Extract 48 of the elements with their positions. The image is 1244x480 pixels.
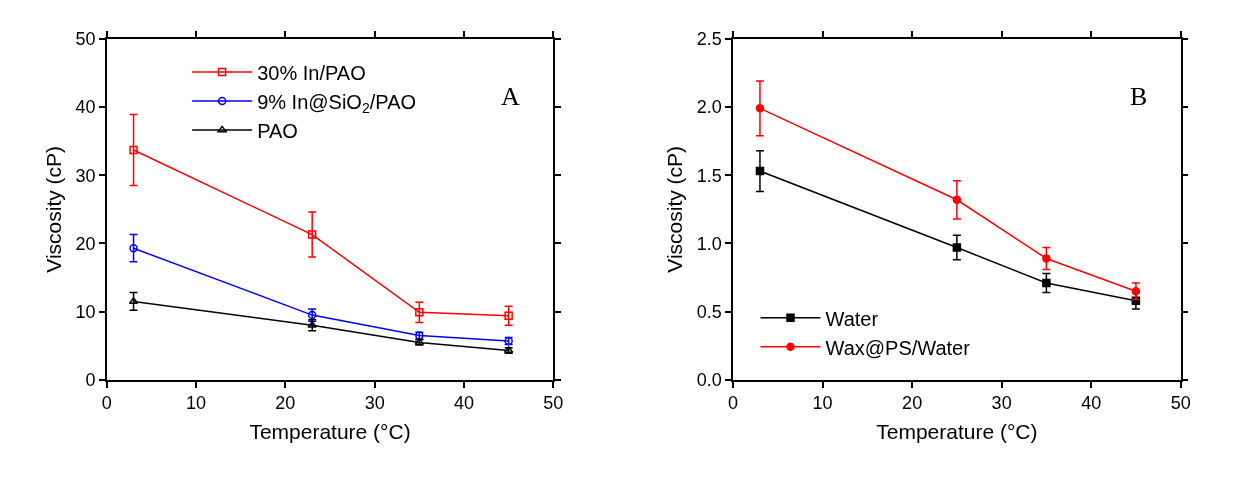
x-tick-label: 30 [364, 393, 385, 414]
y-tick-label: 0 [85, 370, 96, 391]
y-tick-label: 40 [75, 97, 96, 118]
y-tick-label: 0.5 [696, 301, 722, 322]
y-tick-label: 30 [75, 165, 96, 186]
x-tick-label: 0 [101, 393, 112, 414]
point [307, 230, 317, 239]
point [504, 311, 513, 321]
x-tick-label: 10 [186, 393, 207, 414]
y-tick-label: 20 [75, 233, 96, 254]
y-tick-label: 1.5 [696, 165, 722, 186]
y-axis-title: Viscosity (cP) [42, 145, 66, 273]
x-tick-label: 50 [1170, 393, 1191, 414]
x-axis-title: Temperature (°C) [876, 419, 1038, 443]
x-tick-label: 40 [1081, 393, 1102, 414]
x-axis-title: Temperature (°C) [249, 419, 411, 443]
y-tick-label: 50 [75, 29, 96, 50]
text: 2.0 [696, 97, 722, 118]
legend-label: 30% In/PAO [257, 61, 366, 84]
point [755, 166, 765, 176]
text: 0.0 [696, 370, 722, 391]
legend-label: PAO [257, 119, 298, 142]
point [129, 243, 138, 253]
x-tick-label: 10 [812, 393, 833, 414]
legend-label: Wax@PS/Water [825, 336, 971, 359]
annotation: A [501, 82, 520, 111]
x-tick-label: 30 [991, 393, 1012, 414]
y-axis-title: Viscosity (cP) [663, 145, 687, 273]
x-tick-label: 0 [728, 393, 739, 414]
point [952, 195, 962, 205]
point [755, 104, 765, 113]
x-tick-label: 40 [453, 393, 475, 414]
legend-label: Water [825, 307, 879, 330]
y-tick-label: 2.5 [696, 29, 722, 50]
legend-label: 9% In@SiO$_{2}$/PAO [257, 90, 417, 116]
text: 1.0 [696, 233, 722, 254]
point [1042, 254, 1051, 263]
annotation: B [1130, 82, 1148, 111]
point [307, 321, 317, 328]
x-tick-label: 20 [902, 393, 923, 414]
x-tick-label: 50 [543, 393, 564, 414]
point [1131, 286, 1141, 296]
y-tick-label: 10 [75, 301, 96, 322]
point [1042, 278, 1051, 288]
point [952, 243, 962, 252]
x-tick-label: 20 [275, 393, 296, 414]
point [415, 308, 424, 317]
point [129, 145, 138, 155]
